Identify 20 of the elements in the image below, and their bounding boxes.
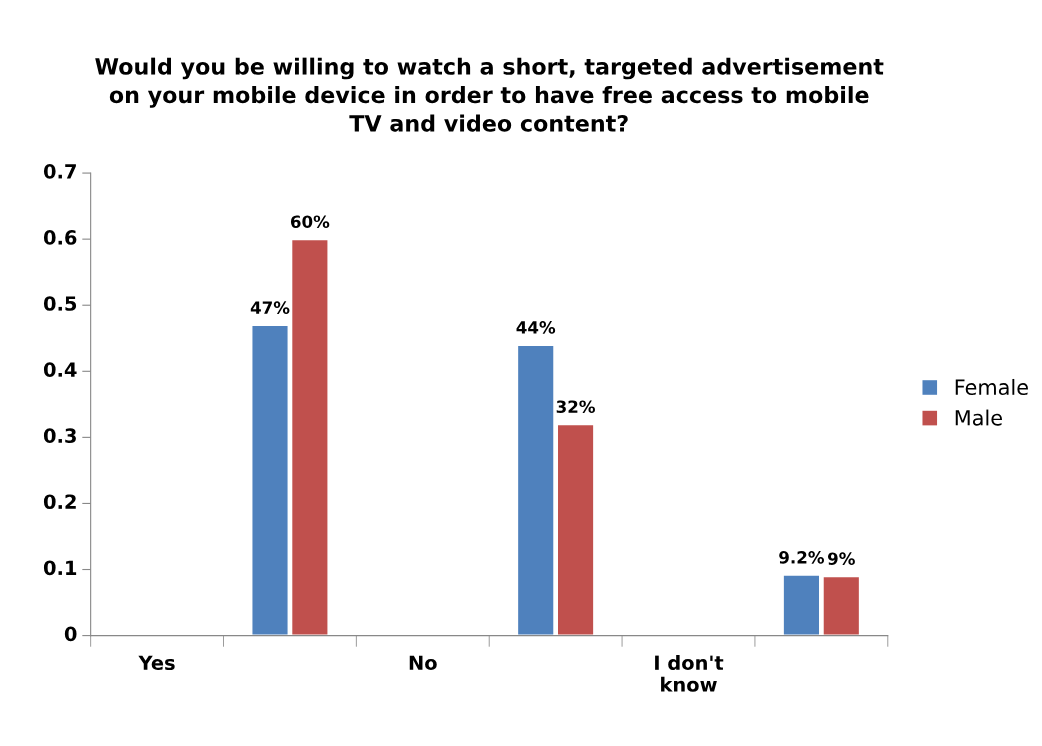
y-tick-label: 0.7: [43, 164, 76, 179]
y-tick-label: 0.4: [43, 362, 77, 377]
y-tick-label: 0.6: [43, 230, 77, 245]
x-tick-label: I don't know: [655, 655, 724, 692]
data-label: 9.2%: [779, 551, 825, 564]
y-tick-label: 0.2: [43, 494, 76, 510]
x-tick-label: Yes: [138, 655, 175, 671]
y-tick-label: 0.3: [43, 428, 76, 444]
x-tick-label: No: [409, 655, 437, 671]
data-label: 60%: [290, 215, 330, 228]
y-tick-label: 0.5: [43, 296, 77, 311]
data-label: 47%: [250, 301, 290, 314]
legend-label: Female: [955, 378, 1028, 396]
y-tick-label: 0: [64, 626, 77, 642]
data-label: 32%: [556, 400, 595, 413]
legend-label: Male: [955, 409, 1002, 426]
data-label: 9%: [828, 552, 855, 565]
data-label: 44%: [516, 321, 556, 334]
y-tick-label: 0.1: [43, 560, 77, 576]
chart-title: Would you be willing to watch a short, targeted advertisement on your mobile device in order to have free access to mobile TV and video content?: [95, 57, 884, 132]
